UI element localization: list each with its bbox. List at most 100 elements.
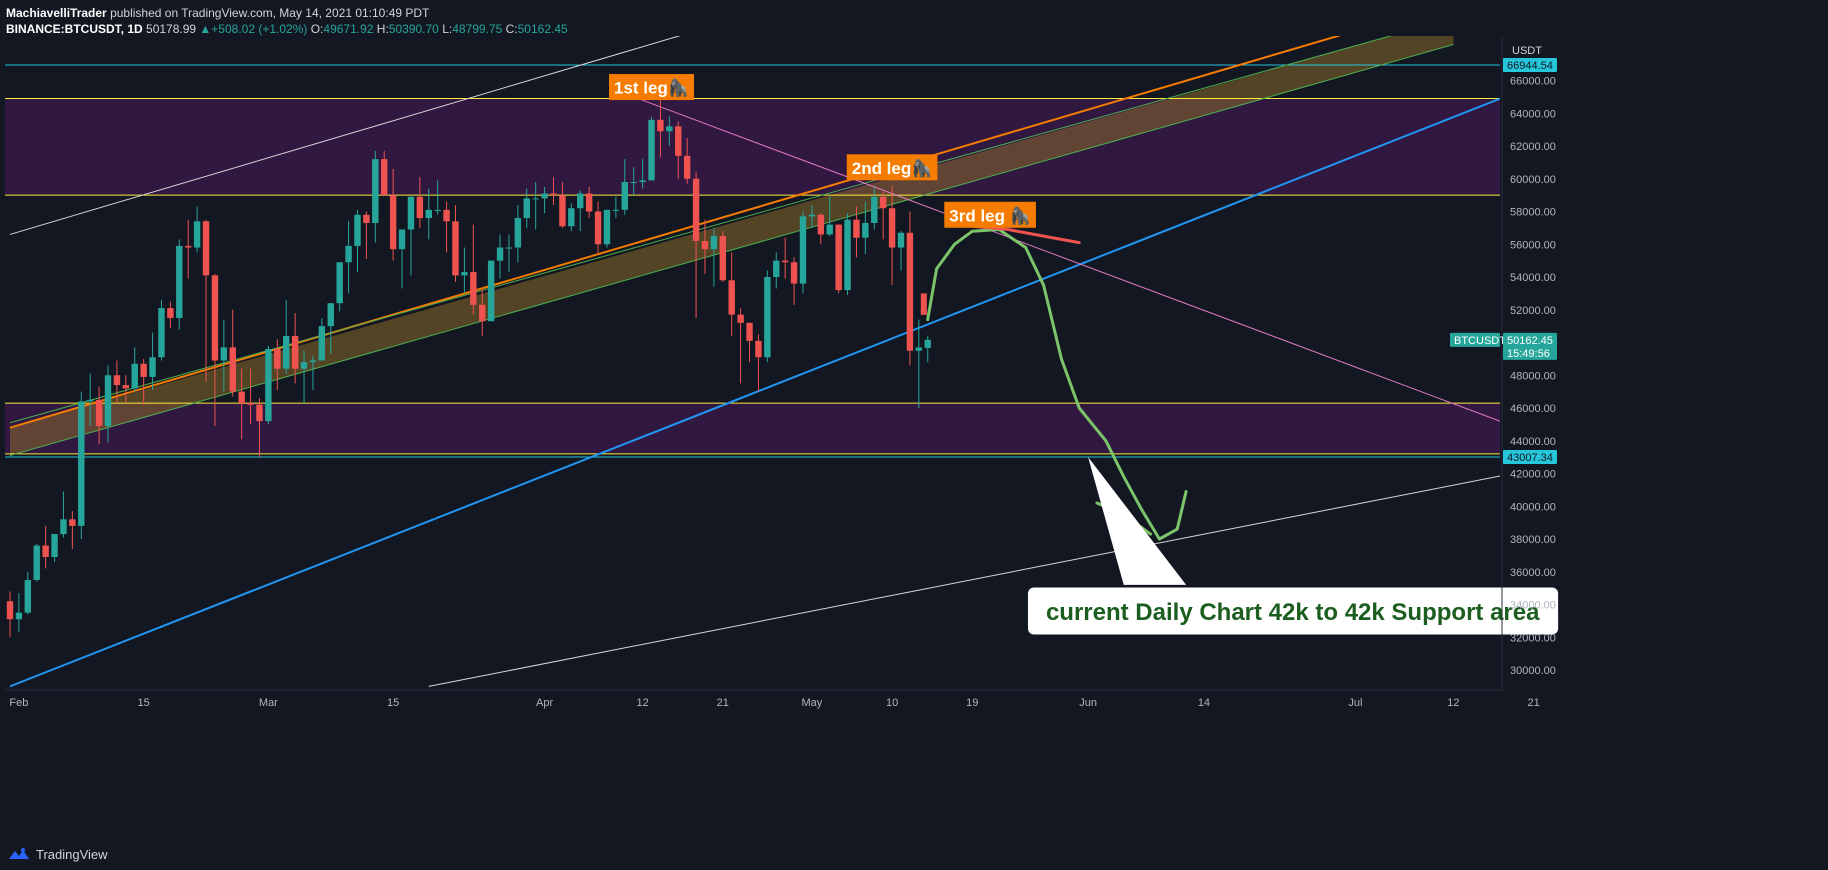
candle — [60, 491, 67, 538]
candle-body — [871, 196, 878, 223]
candle-body — [817, 214, 825, 235]
candle-body — [24, 579, 32, 613]
candle-body — [345, 245, 352, 263]
candle-body — [701, 240, 709, 250]
candle — [666, 116, 673, 146]
candle-body — [95, 399, 103, 427]
candle — [202, 219, 210, 382]
candle-body — [33, 545, 40, 580]
ohlc-line: BINANCE:BTCUSDT, 1D 50178.99 ▲+508.02 (+… — [6, 21, 568, 37]
candle-body — [728, 280, 735, 315]
candle-body — [398, 229, 406, 250]
price-tag — [1503, 450, 1557, 465]
candle — [862, 201, 869, 255]
candle-body — [496, 247, 504, 261]
x-tick-label: May — [802, 697, 823, 709]
tradingview-brand[interactable]: TradingView — [36, 846, 108, 862]
candle-body — [300, 362, 308, 369]
candle — [755, 334, 762, 392]
x-tick-label: 12 — [1447, 697, 1459, 709]
candle-body — [924, 339, 931, 348]
x-tick-label: 21 — [1527, 697, 1539, 709]
candle — [24, 571, 32, 615]
y-tick-label: 66000.00 — [1510, 76, 1556, 88]
price-tag-text: 15:49:56 — [1507, 348, 1550, 360]
price-tag-text: 66944.54 — [1507, 60, 1553, 72]
candle-body — [835, 224, 842, 291]
candle — [113, 360, 121, 404]
candle — [532, 182, 539, 230]
annotation-box — [846, 154, 938, 181]
y-tick-label: 40000.00 — [1510, 501, 1556, 513]
candle-body — [799, 216, 807, 284]
channel-fill — [10, 36, 1454, 456]
close-label: C: — [505, 22, 518, 36]
candle-body — [291, 335, 299, 369]
y-tick-label: 46000.00 — [1510, 403, 1556, 415]
callout-pointer — [1088, 457, 1187, 585]
x-tick-label: 15 — [387, 697, 399, 709]
candle-body — [487, 260, 495, 322]
chart-header: MachiavelliTrader published on TradingVi… — [6, 5, 568, 37]
candle-body — [434, 209, 441, 211]
candle-body — [621, 182, 628, 210]
candle-body — [746, 322, 753, 341]
price-tag-text: 50162.45 — [1507, 335, 1553, 347]
author-name[interactable]: MachiavelliTrader — [6, 6, 107, 20]
x-tick-label: 21 — [717, 697, 729, 709]
candle — [86, 373, 94, 427]
candle-body — [532, 198, 539, 200]
candle — [122, 375, 130, 404]
candle — [149, 332, 156, 390]
candle-body — [657, 119, 664, 132]
candle-body — [122, 385, 130, 389]
drawn-red-mark — [920, 293, 927, 315]
candle — [167, 301, 174, 328]
candle-body — [193, 221, 201, 248]
projection-curve — [926, 228, 1188, 541]
candle-body — [149, 357, 156, 377]
candle — [906, 211, 914, 366]
candle-body — [737, 314, 744, 323]
high-value: 50390.70 — [388, 22, 439, 36]
candle — [51, 534, 58, 562]
price-zone — [5, 98, 1500, 196]
trendline-channel-orange — [9, 36, 1342, 429]
x-tick-label: 19 — [966, 697, 978, 709]
candle-body — [550, 193, 557, 196]
y-tick-label: 62000.00 — [1510, 141, 1556, 153]
candle-body — [443, 209, 450, 222]
annotation-text: 3rd leg 🦍 — [949, 205, 1031, 225]
candle — [915, 319, 923, 408]
candle — [95, 386, 103, 445]
candle — [256, 398, 263, 458]
x-tick-label: 12 — [636, 697, 648, 709]
candle — [15, 593, 23, 633]
candle-body — [60, 519, 67, 535]
candle-body — [363, 214, 370, 223]
candle — [381, 150, 388, 196]
candle-body — [69, 519, 76, 526]
y-tick-label: 52000.00 — [1510, 305, 1556, 317]
candles — [6, 98, 931, 638]
candle — [389, 168, 397, 261]
plot-area — [5, 36, 1500, 688]
candle — [550, 177, 557, 205]
candle-body — [238, 391, 245, 404]
symbol-label[interactable]: BINANCE:BTCUSDT, 1D — [6, 22, 143, 36]
candle — [425, 188, 432, 240]
candle-body — [185, 245, 192, 248]
candle-body — [888, 208, 896, 248]
candle — [568, 203, 575, 232]
candle-body — [354, 214, 361, 246]
tradingview-logo-icon[interactable] — [8, 847, 30, 861]
candle-body — [461, 272, 468, 276]
candle-body — [318, 326, 326, 361]
candle — [817, 213, 825, 245]
candle — [701, 219, 709, 274]
candle — [140, 358, 147, 405]
candle-body — [675, 126, 682, 156]
candle-body — [915, 347, 923, 351]
candle-body — [86, 399, 94, 402]
